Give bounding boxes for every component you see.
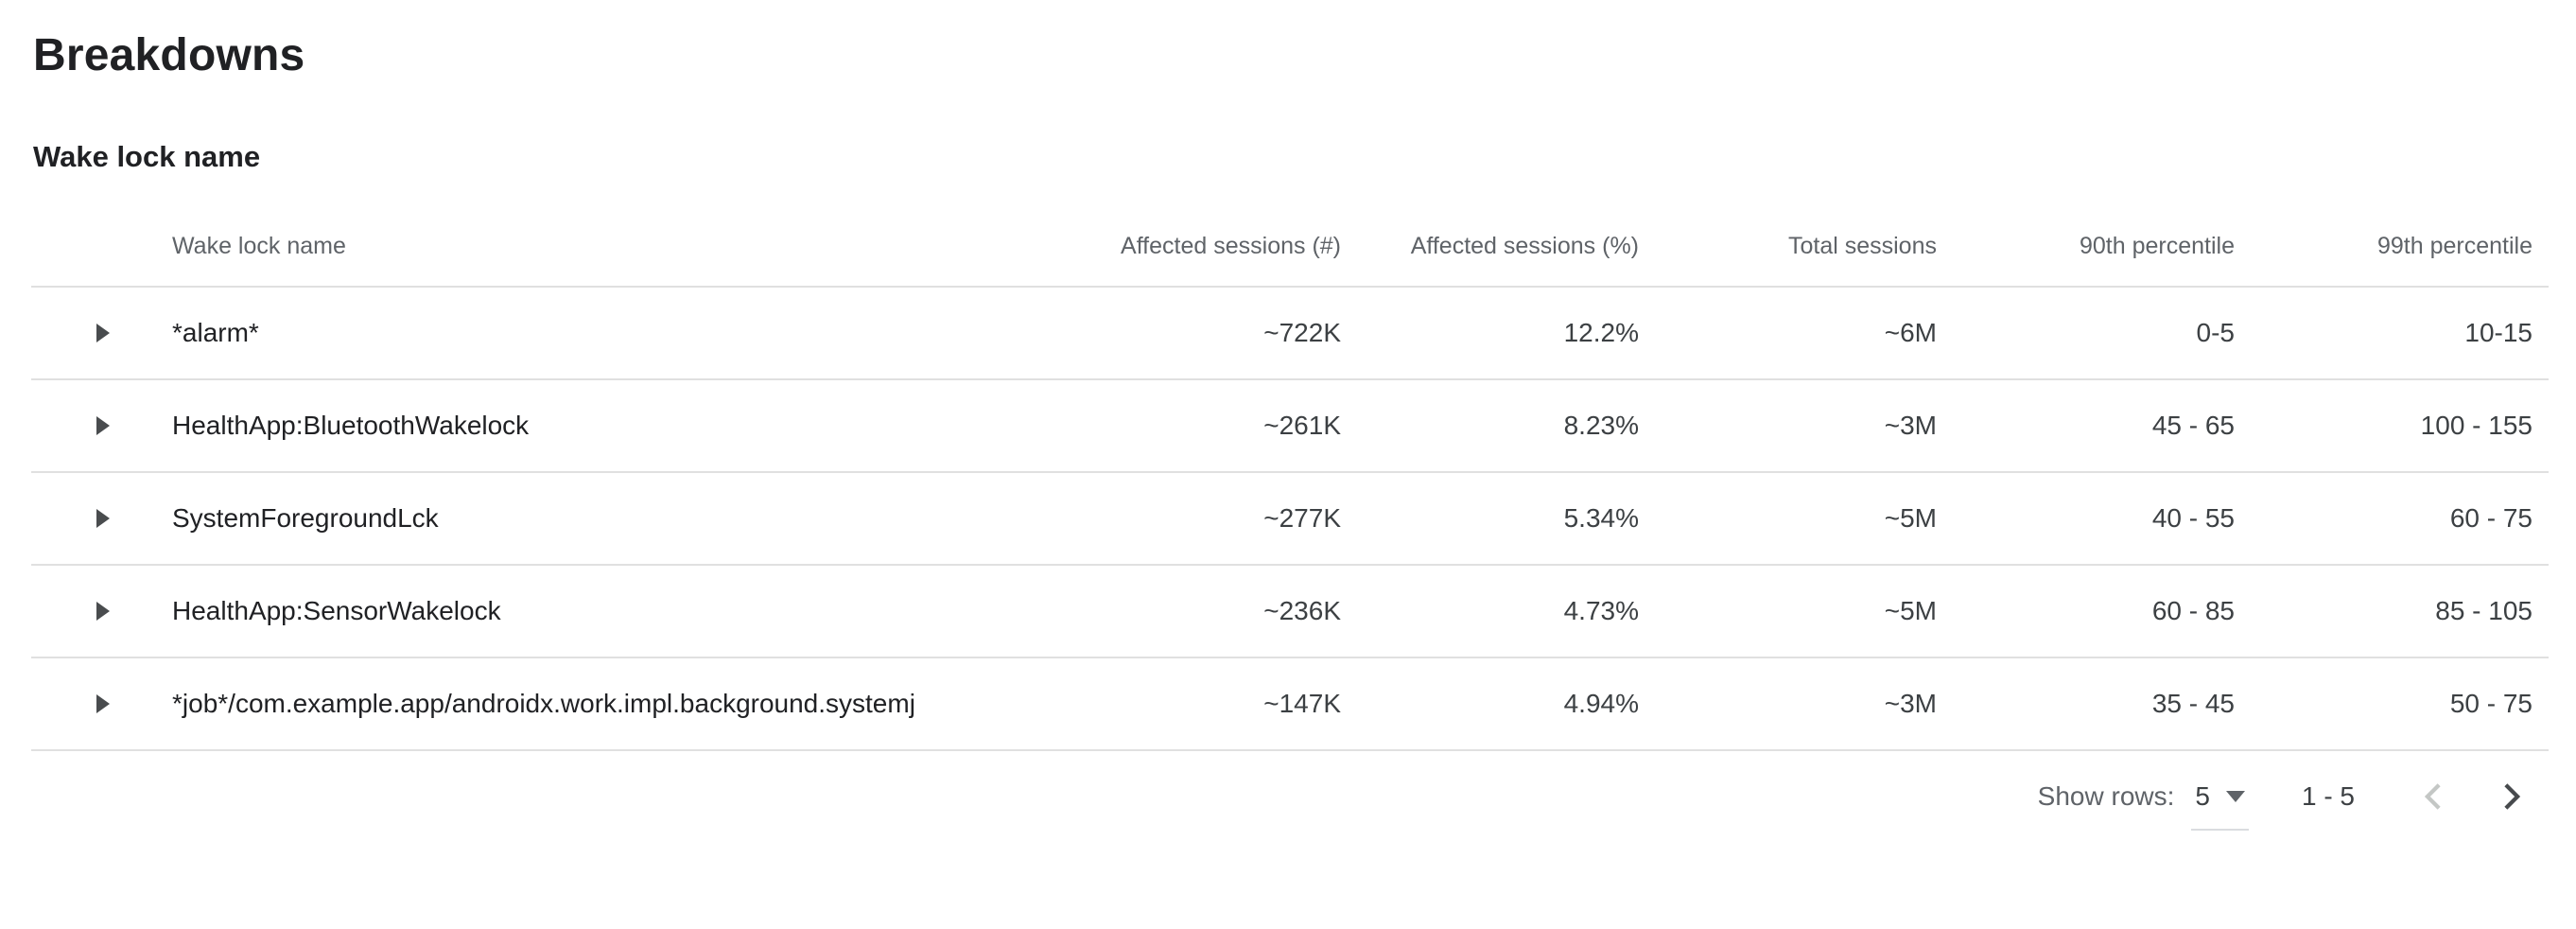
p90-cell: 35 - 45: [2151, 689, 2235, 718]
wake-lock-name-cell: SystemForegroundLck: [172, 503, 439, 533]
expand-row-button[interactable]: [84, 592, 122, 630]
total-sessions-cell: ~5M: [1884, 596, 1937, 625]
p90-cell: 45 - 65: [2151, 411, 2235, 440]
p90-cell: 60 - 85: [2151, 596, 2235, 625]
rows-per-page-select[interactable]: 5: [2191, 781, 2249, 831]
affected-sessions-count-cell: ~147K: [1263, 689, 1341, 718]
table-row: HealthApp:SensorWakelock ~236K 4.73% ~5M…: [31, 566, 2549, 658]
affected-sessions-count-cell: ~277K: [1263, 503, 1341, 533]
expand-row-button[interactable]: [84, 685, 122, 723]
show-rows-label: Show rows:: [2037, 781, 2175, 811]
affected-sessions-pct-cell: 4.94%: [1563, 689, 1639, 718]
page-title: Breakdowns: [33, 30, 305, 80]
table-row: SystemForegroundLck ~277K 5.34% ~5M 40 -…: [31, 473, 2549, 566]
expander-cell: [31, 500, 172, 537]
caret-down-icon: [2225, 791, 2245, 802]
wake-lock-name-cell: HealthApp:SensorWakelock: [172, 596, 501, 625]
expand-row-button[interactable]: [84, 407, 122, 445]
wake-lock-name-cell: HealthApp:BluetoothWakelock: [172, 411, 530, 440]
breakdowns-page: Breakdowns Wake lock name Wake lock name…: [0, 30, 2576, 929]
expander-cell: [31, 314, 172, 352]
p99-cell: 100 - 155: [2420, 411, 2532, 440]
p99-cell: 50 - 75: [2449, 689, 2532, 718]
page-range: 1 - 5: [2301, 781, 2355, 811]
affected-sessions-count-cell: ~236K: [1263, 596, 1341, 625]
expand-arrow-icon: [96, 324, 110, 342]
wake-lock-name-cell: *alarm*: [172, 318, 259, 347]
column-header-total-sessions: Total sessions: [1787, 232, 1937, 259]
table-row: HealthApp:BluetoothWakelock ~261K 8.23% …: [31, 380, 2549, 473]
expander-cell: [31, 407, 172, 445]
column-header-90th-percentile: 90th percentile: [2079, 232, 2235, 259]
table-row: *alarm* ~722K 12.2% ~6M 0-5 10-15: [31, 288, 2549, 380]
affected-sessions-count-cell: ~722K: [1263, 318, 1341, 347]
next-page-button[interactable]: [2492, 777, 2532, 816]
p99-cell: 60 - 75: [2449, 503, 2532, 533]
p99-cell: 85 - 105: [2435, 596, 2532, 625]
expand-arrow-icon: [96, 602, 110, 621]
wake-lock-table: Wake lock name Affected sessions (#) Aff…: [31, 206, 2549, 842]
expand-arrow-icon: [96, 694, 110, 713]
select-underline: [2191, 829, 2249, 831]
section-title: Wake lock name: [33, 140, 261, 173]
expand-arrow-icon: [96, 416, 110, 435]
column-header-affected-sessions-count: Affected sessions (#): [1121, 232, 1341, 259]
total-sessions-cell: ~3M: [1884, 689, 1937, 718]
affected-sessions-pct-cell: 5.34%: [1563, 503, 1639, 533]
p99-cell: 10-15: [2464, 318, 2532, 347]
total-sessions-cell: ~6M: [1884, 318, 1937, 347]
expand-row-button[interactable]: [84, 500, 122, 537]
rows-per-page-value: 5: [2195, 781, 2210, 811]
expander-cell: [31, 592, 172, 630]
column-header-wake-lock-name: Wake lock name: [172, 232, 346, 259]
column-header-affected-sessions-pct: Affected sessions (%): [1410, 232, 1639, 259]
table-row: *job*/com.example.app/androidx.work.impl…: [31, 658, 2549, 751]
table-footer: Show rows: 5 1 - 5: [31, 751, 2549, 842]
table-header-row: Wake lock name Affected sessions (#) Aff…: [31, 206, 2549, 288]
column-header-99th-percentile: 99th percentile: [2376, 232, 2532, 259]
wake-lock-name-cell: *job*/com.example.app/androidx.work.impl…: [172, 689, 915, 718]
expander-cell: [31, 685, 172, 723]
p90-cell: 0-5: [2196, 318, 2235, 347]
p90-cell: 40 - 55: [2151, 503, 2235, 533]
affected-sessions-pct-cell: 4.73%: [1563, 596, 1639, 625]
chevron-right-icon: [2504, 783, 2521, 810]
affected-sessions-pct-cell: 8.23%: [1563, 411, 1639, 440]
affected-sessions-pct-cell: 12.2%: [1563, 318, 1639, 347]
previous-page-button[interactable]: [2413, 777, 2453, 816]
expand-arrow-icon: [96, 509, 110, 528]
total-sessions-cell: ~5M: [1884, 503, 1937, 533]
affected-sessions-count-cell: ~261K: [1263, 411, 1341, 440]
chevron-left-icon: [2424, 783, 2441, 810]
total-sessions-cell: ~3M: [1884, 411, 1937, 440]
expand-row-button[interactable]: [84, 314, 122, 352]
